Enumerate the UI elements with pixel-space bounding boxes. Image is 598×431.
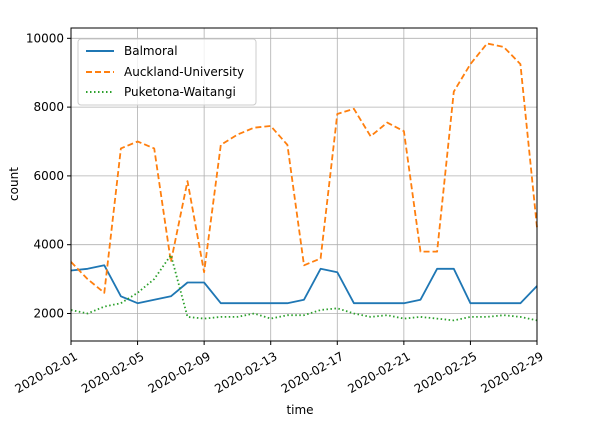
y-tick-label: 10000 (26, 31, 64, 45)
legend-label-auckland-university: Auckland-University (124, 65, 244, 79)
plot-frame (70, 27, 538, 342)
y-tick-label: 2000 (33, 306, 64, 320)
legend: Balmoral Auckland-University Puketona-Wa… (77, 38, 257, 106)
y-tick-label: 4000 (33, 238, 64, 252)
legend-box (77, 38, 257, 106)
series-line-auckland-university (70, 42, 538, 294)
legend-label-balmoral: Balmoral (124, 44, 178, 58)
y-tick-label: 6000 (33, 169, 64, 183)
legend-label-puketona-waitangi: Puketona-Waitangi (124, 85, 236, 99)
x-axis-label: time (286, 403, 313, 417)
series-line-puketona-waitangi (70, 254, 538, 322)
series-line-balmoral (70, 264, 538, 305)
y-axis-label: count (7, 167, 21, 201)
y-tick-label: 8000 (33, 100, 64, 114)
y-axis-ticks: 2000 4000 6000 8000 10000 (26, 31, 71, 320)
series-lines (70, 42, 538, 322)
